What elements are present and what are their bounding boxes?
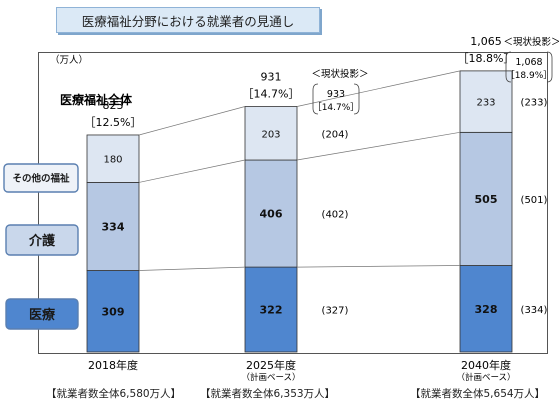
bar-segment-その他の福祉	[244, 106, 298, 161]
series-tag-介護	[5, 224, 79, 256]
bar-value-label: 180	[103, 155, 122, 166]
total-label: 823	[103, 99, 124, 112]
bar-segment-医療	[244, 266, 298, 353]
projection-value-label: (501)	[521, 195, 548, 206]
bar-value-label: 406	[260, 208, 283, 221]
projection-value-label: (233)	[521, 98, 548, 109]
projection-bracket-left	[312, 83, 319, 115]
projection-total-label: 933	[327, 89, 345, 100]
total-share-label: ［18.8%］	[458, 52, 515, 65]
total-share-label: ［14.7%］	[243, 87, 300, 100]
projection-value-label: (334)	[521, 305, 548, 316]
chart-frame	[38, 52, 548, 354]
projection-bracket-left	[505, 51, 512, 83]
connector-line	[296, 70, 461, 107]
bar-segment-介護	[244, 159, 298, 268]
series-tag-その他の福祉	[3, 163, 79, 193]
footnote-2025: 【就業者数全体6,353万人】	[200, 388, 336, 400]
projection-value-label: (327)	[322, 306, 349, 317]
projection-total-label: 1,068	[515, 57, 542, 68]
series-tag-label: 医療	[29, 307, 56, 323]
x-tick-label: 2040年度	[461, 358, 511, 372]
projection-heading: ＜現状投影＞	[311, 68, 368, 80]
bar-segment-その他の福祉	[86, 134, 140, 183]
page-title: 医療福祉分野における就業者の見通し	[56, 7, 320, 33]
footnote-2018: 【就業者数全体6,580万人】	[46, 388, 182, 400]
x-tick-note: （計画ベース）	[241, 372, 300, 383]
total-share-label: ［12.5%］	[85, 116, 142, 129]
bar-segment-その他の福祉	[459, 70, 513, 133]
connector-line	[296, 131, 461, 161]
bar-value-label: 328	[475, 303, 498, 316]
connector-line	[138, 106, 246, 136]
chart-subtitle: 医療福祉全体	[60, 92, 133, 107]
bar-value-label: 322	[260, 304, 283, 317]
bar-value-label: 233	[476, 98, 495, 109]
projection-share-label: ［14.7%］	[313, 102, 360, 113]
connector-line	[296, 265, 461, 268]
series-tag-label: その他の福祉	[12, 173, 70, 185]
bar-value-label: 505	[475, 193, 498, 206]
footnote-2040: 【就業者数全体5,654万人】	[410, 388, 546, 400]
series-tag-label: 介護	[28, 233, 56, 249]
x-tick-note: （計画ベース）	[456, 372, 515, 383]
projection-value-label: (204)	[322, 129, 349, 140]
bar-segment-介護	[86, 182, 140, 271]
connector-line	[138, 266, 246, 271]
bar-value-label: 203	[261, 129, 280, 140]
bar-segment-医療	[459, 265, 513, 353]
total-label: 931	[261, 70, 282, 83]
x-tick-label: 2018年度	[88, 358, 138, 372]
bar-value-label: 334	[102, 220, 125, 233]
x-tick-label: 2025年度	[246, 358, 296, 372]
bar-value-label: 309	[102, 305, 125, 318]
projection-bracket-right	[546, 51, 553, 83]
series-tag-医療	[5, 298, 79, 330]
projection-heading: ＜現状投影＞	[503, 36, 559, 48]
total-label: 1,065	[470, 35, 502, 48]
bar-segment-介護	[459, 131, 513, 266]
unit-label: （万人）	[50, 54, 88, 66]
projection-value-label: (402)	[322, 210, 349, 221]
projection-share-label: ［18.9%］	[506, 70, 553, 81]
projection-bracket-right	[353, 83, 360, 115]
connector-line	[138, 159, 246, 183]
